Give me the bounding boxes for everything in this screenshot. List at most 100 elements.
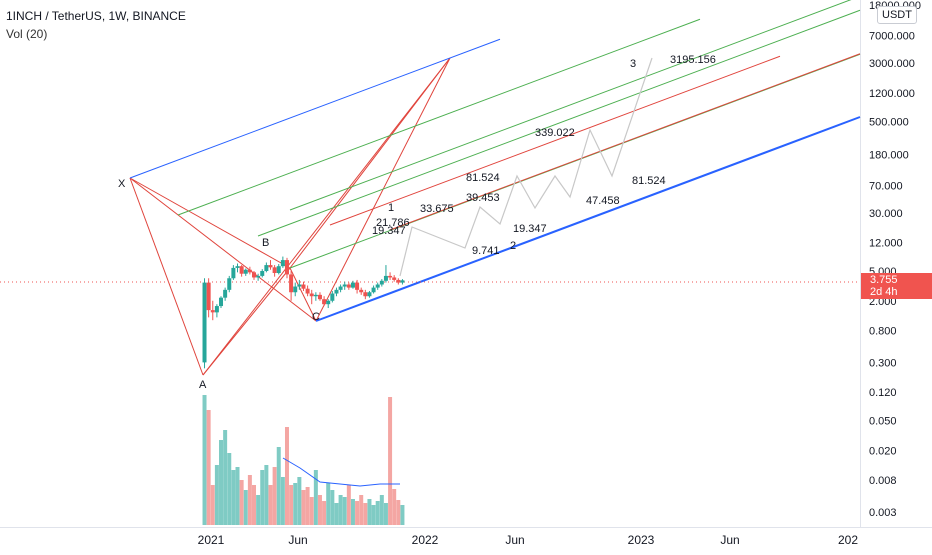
candle-body [396, 279, 401, 283]
candle-body [210, 310, 215, 313]
candle-body [297, 284, 302, 287]
pattern-point-label: X [118, 178, 126, 190]
last-price-value: 3.755 [870, 274, 898, 286]
candle-body [326, 300, 331, 305]
price-annotation: 81.524 [466, 172, 500, 184]
volume-bar [375, 501, 380, 525]
volume-bar [210, 485, 215, 525]
candle-body [206, 282, 211, 311]
candle-body [231, 267, 236, 279]
last-price-tag: 3.755 2d 4h [861, 273, 932, 299]
volume-bar [268, 485, 273, 525]
candle-body [276, 266, 281, 274]
pattern-leg-xb [129, 177, 291, 269]
price-annotation: 339.022 [535, 127, 575, 139]
volume-bar [235, 467, 240, 525]
volume-bar [276, 447, 281, 525]
price-tick-label: 0.008 [869, 475, 897, 487]
time-tick-label: 2022 [412, 533, 439, 547]
candle-body [334, 289, 339, 294]
candle-body [239, 266, 244, 274]
candle-body [350, 282, 355, 288]
pattern-leg-ad [202, 57, 451, 376]
price-tick-label: 1200.000 [869, 88, 915, 100]
volume-bar [231, 470, 236, 525]
price-tick-label: 0.300 [869, 357, 897, 369]
candle-body [388, 275, 393, 278]
price-tick-label: 70.000 [869, 180, 903, 192]
volume-bar [256, 495, 261, 525]
volume-bar [326, 483, 331, 525]
candle-body [375, 284, 380, 288]
candle-body [379, 280, 384, 285]
volume-bar [367, 499, 372, 525]
candle-body [264, 265, 269, 272]
time-tick-label: Jun [720, 533, 739, 547]
pitchfork-lower-line [315, 116, 861, 322]
volume-bar [322, 501, 327, 525]
price-tick-label: 180.000 [869, 150, 909, 162]
wave-label: 2 [510, 240, 516, 252]
candle-body [317, 294, 322, 300]
pattern-point-label: B [262, 237, 269, 249]
time-tick-label: 2021 [198, 533, 225, 547]
pattern-leg-bc [289, 267, 317, 322]
volume-bar [297, 477, 302, 525]
price-tick-label: 3000.000 [869, 58, 915, 70]
volume-bar [392, 489, 397, 525]
candle-body [301, 284, 306, 289]
candle-body [383, 275, 388, 281]
volume-bar [219, 440, 224, 525]
candle-body [284, 260, 289, 275]
candle-body [252, 272, 256, 278]
candle-body [322, 299, 327, 305]
volume-bar [260, 470, 265, 525]
price-annotation: 3195.156 [670, 54, 716, 66]
volume-bar [334, 503, 339, 525]
bar-countdown: 2d 4h [870, 286, 898, 298]
volume-bar [272, 467, 277, 525]
candle-body [342, 284, 347, 287]
volume-indicator-label[interactable]: Vol (20) [6, 27, 48, 41]
price-annotation: 19.347 [513, 223, 547, 235]
candle-body [280, 260, 285, 267]
candle-body [330, 293, 335, 301]
candle-body [202, 282, 207, 363]
volume-bar [301, 490, 306, 525]
volume-bar [371, 505, 376, 525]
candle-body [313, 294, 318, 297]
price-tick-label: 7000.000 [869, 31, 915, 43]
candle-body [227, 278, 232, 290]
time-tick-label: 2023 [628, 533, 655, 547]
volume-bar [202, 395, 207, 525]
pattern-leg-xc [129, 177, 317, 322]
price-annotation: 39.453 [466, 192, 500, 204]
volume-bar [313, 470, 318, 525]
volume-bar [317, 495, 322, 525]
candle-body [214, 306, 219, 313]
volume-bar [214, 465, 219, 525]
price-annotation: 81.524 [632, 175, 666, 187]
time-tick-label: Jun [288, 533, 307, 547]
candle-body [223, 289, 228, 298]
wave-label: 3 [630, 58, 636, 70]
volume-bar [309, 497, 314, 525]
pitchfork-parallel-line [289, 0, 852, 211]
candle-body [235, 266, 240, 268]
currency-button[interactable]: USDT [877, 6, 917, 24]
pitchfork-median-line [177, 18, 701, 216]
price-tick-label: 0.020 [869, 445, 897, 457]
volume-bar [388, 397, 393, 525]
candle-body [400, 280, 405, 283]
pitchfork-parallel-line [257, 9, 861, 237]
candle-body [243, 269, 248, 274]
candle-body [355, 282, 360, 290]
volume-bar [247, 475, 252, 525]
volume-bar [359, 495, 364, 525]
volume-bar [350, 499, 355, 525]
price-tick-label: 12.000 [869, 238, 903, 250]
volume-bar [264, 465, 269, 525]
volume-bar [305, 487, 310, 525]
